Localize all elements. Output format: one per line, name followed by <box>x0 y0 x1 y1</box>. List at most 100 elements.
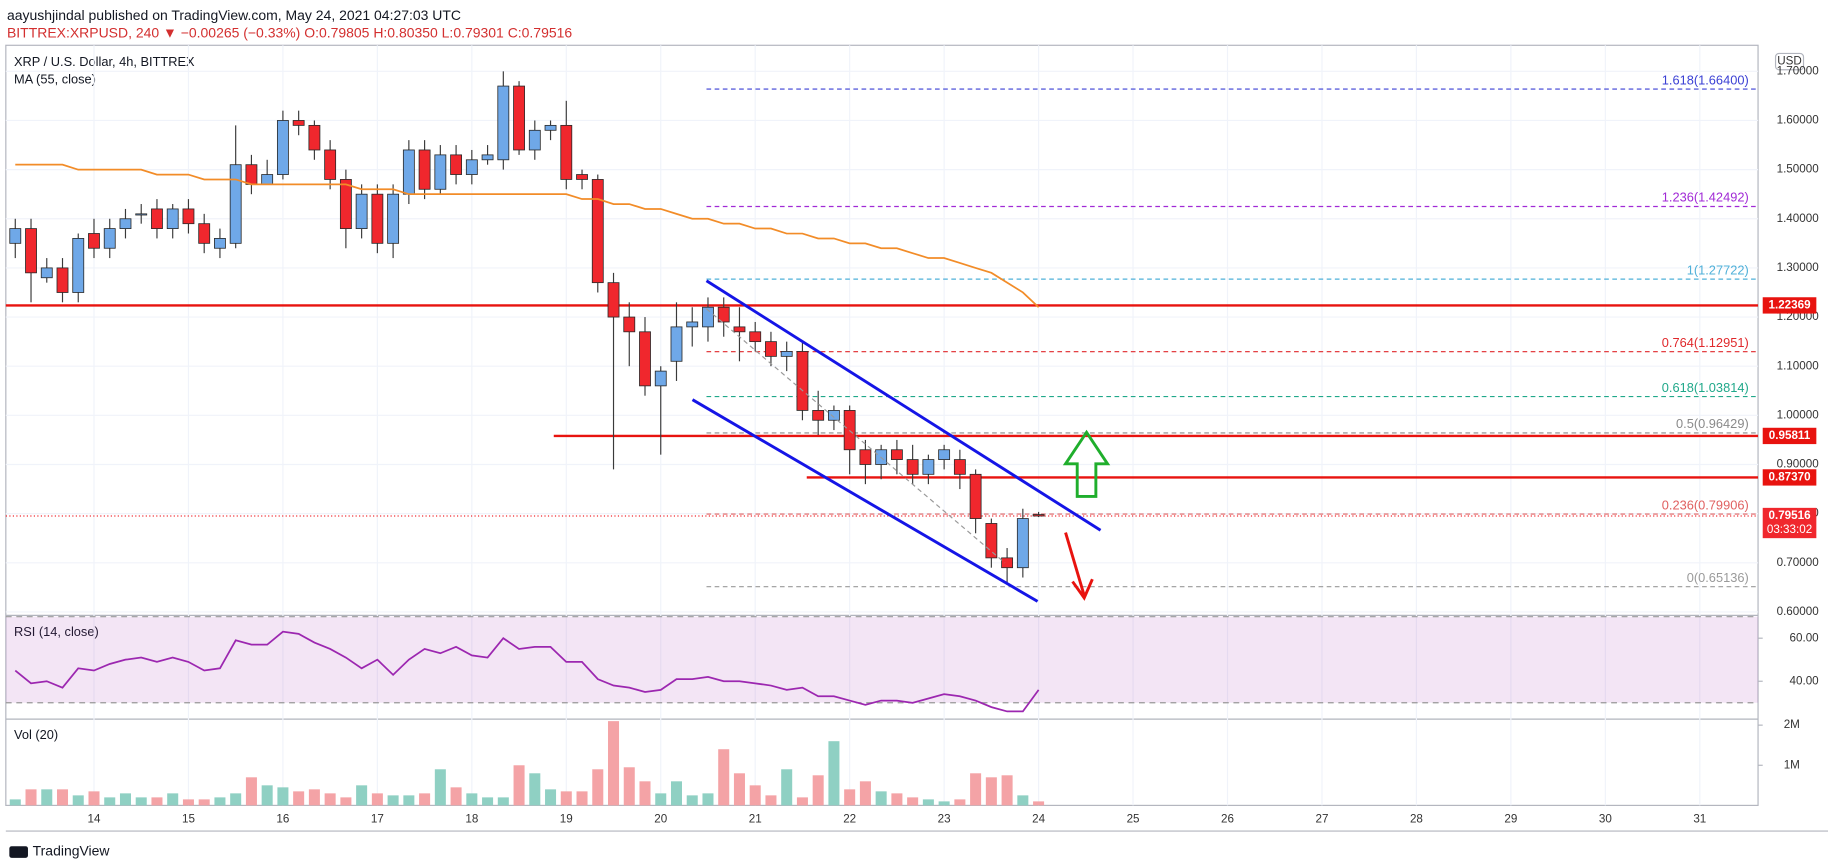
candle-body <box>450 154 463 175</box>
volume-bar <box>702 793 714 806</box>
rsi-legend: RSI (14, close) <box>14 624 99 639</box>
candle-body <box>72 238 85 293</box>
candle-body <box>560 124 573 180</box>
x-tick-label: 17 <box>371 812 384 825</box>
candle-body <box>40 267 53 279</box>
x-tick-label: 22 <box>843 812 856 825</box>
candle-body <box>670 326 683 362</box>
ma-legend: MA (55, close) <box>14 72 96 87</box>
x-tick-label: 20 <box>654 812 667 825</box>
publish-info: aayushjindal published on TradingView.co… <box>7 7 461 23</box>
candle-body <box>607 282 620 318</box>
fib-label: 0(0.65136) <box>1687 570 1749 585</box>
candle-body <box>717 306 730 323</box>
candle-body <box>324 149 337 180</box>
last-price-box <box>1762 507 1817 539</box>
volume-bar <box>938 801 950 806</box>
volume-bar <box>686 795 698 806</box>
volume-bar <box>844 789 856 806</box>
y-tick-label: 0.70000 <box>1777 556 1820 569</box>
candle-body <box>119 218 132 230</box>
candle-body <box>434 154 447 190</box>
candle-body <box>497 85 510 161</box>
y-tick-label: 0.60000 <box>1777 605 1820 618</box>
volume-bar <box>119 793 131 806</box>
volume-bar <box>954 799 966 806</box>
volume-bar <box>922 799 934 806</box>
volume-bar <box>985 777 997 806</box>
volume-bar <box>56 789 69 806</box>
level-price-box <box>1762 297 1817 314</box>
candle-body <box>245 164 258 185</box>
y-tick-label: 1.70000 <box>1777 64 1820 77</box>
candle-body <box>387 193 400 244</box>
volume-bar <box>639 781 651 806</box>
fib-label: 1.236(1.42492) <box>1662 190 1749 205</box>
volume-bar <box>718 749 730 806</box>
candle-body <box>749 331 762 343</box>
candle-body <box>985 523 998 559</box>
fib-label: 0.618(1.03814) <box>1662 380 1749 395</box>
candle-body <box>828 410 840 421</box>
volume-bar <box>875 791 887 806</box>
volume-bar <box>670 781 683 806</box>
up-arrow <box>1062 429 1111 498</box>
chart-title: XRP / U.S. Dollar, 4h, BITTREX <box>14 54 195 69</box>
volume-bar <box>560 791 572 806</box>
volume-bar <box>88 791 100 806</box>
volume-bar <box>230 793 242 806</box>
volume-bar <box>970 773 982 806</box>
x-tick-label: 23 <box>938 812 951 825</box>
candle-body <box>969 473 982 519</box>
candle-body <box>418 149 431 190</box>
x-tick-label: 18 <box>465 812 478 825</box>
volume-bar <box>466 793 478 806</box>
rsi-line <box>14 630 1040 713</box>
volume-bar <box>733 773 745 806</box>
candle-body <box>780 351 793 357</box>
candle-body <box>591 179 604 284</box>
x-tick-label: 19 <box>560 812 573 825</box>
y-tick-label: 1.40000 <box>1777 212 1820 225</box>
candle-body <box>308 124 321 151</box>
x-tick-label: 24 <box>1032 812 1045 825</box>
volume-bar <box>545 789 557 806</box>
volume-bar <box>1017 795 1029 806</box>
volume-bar <box>135 797 147 806</box>
x-tick-label: 15 <box>182 812 195 825</box>
volume-bar <box>214 797 226 806</box>
volume-bar <box>340 797 352 806</box>
candle-body <box>214 238 226 249</box>
volume-bar <box>608 721 620 806</box>
volume-bar <box>907 797 919 806</box>
last-price: 0.79516 <box>1768 509 1811 522</box>
volume-bar <box>72 795 84 806</box>
volume-bar <box>324 793 336 806</box>
y-tick-label: 0.90000 <box>1777 458 1820 471</box>
volume-bar <box>513 765 525 806</box>
candle-body <box>576 174 588 180</box>
level-price: 0.95811 <box>1769 429 1811 442</box>
candle-body <box>261 174 274 185</box>
rsi-tick-label: 40.00 <box>1790 674 1820 687</box>
channel-line <box>705 279 1102 532</box>
x-tick-label: 25 <box>1127 812 1140 825</box>
currency: USD <box>1777 55 1802 68</box>
ma-line <box>15 163 1040 308</box>
volume-bar <box>450 787 462 806</box>
candle-body <box>654 370 667 387</box>
rsi-tick-label: 60.00 <box>1790 631 1820 644</box>
volume-bar <box>592 769 604 806</box>
candle-body <box>9 228 22 244</box>
volume-bar <box>497 797 509 806</box>
candle-body <box>906 459 919 475</box>
candle-body <box>623 316 636 333</box>
x-tick-label: 28 <box>1410 812 1423 825</box>
y-tick-label: 1.10000 <box>1777 359 1820 372</box>
y-tick-label: 1.30000 <box>1777 261 1820 274</box>
candle-body <box>355 193 368 230</box>
candle-body <box>198 223 211 244</box>
candle-body <box>103 228 116 249</box>
candle-body <box>812 410 825 421</box>
x-tick-label: 16 <box>276 812 289 825</box>
